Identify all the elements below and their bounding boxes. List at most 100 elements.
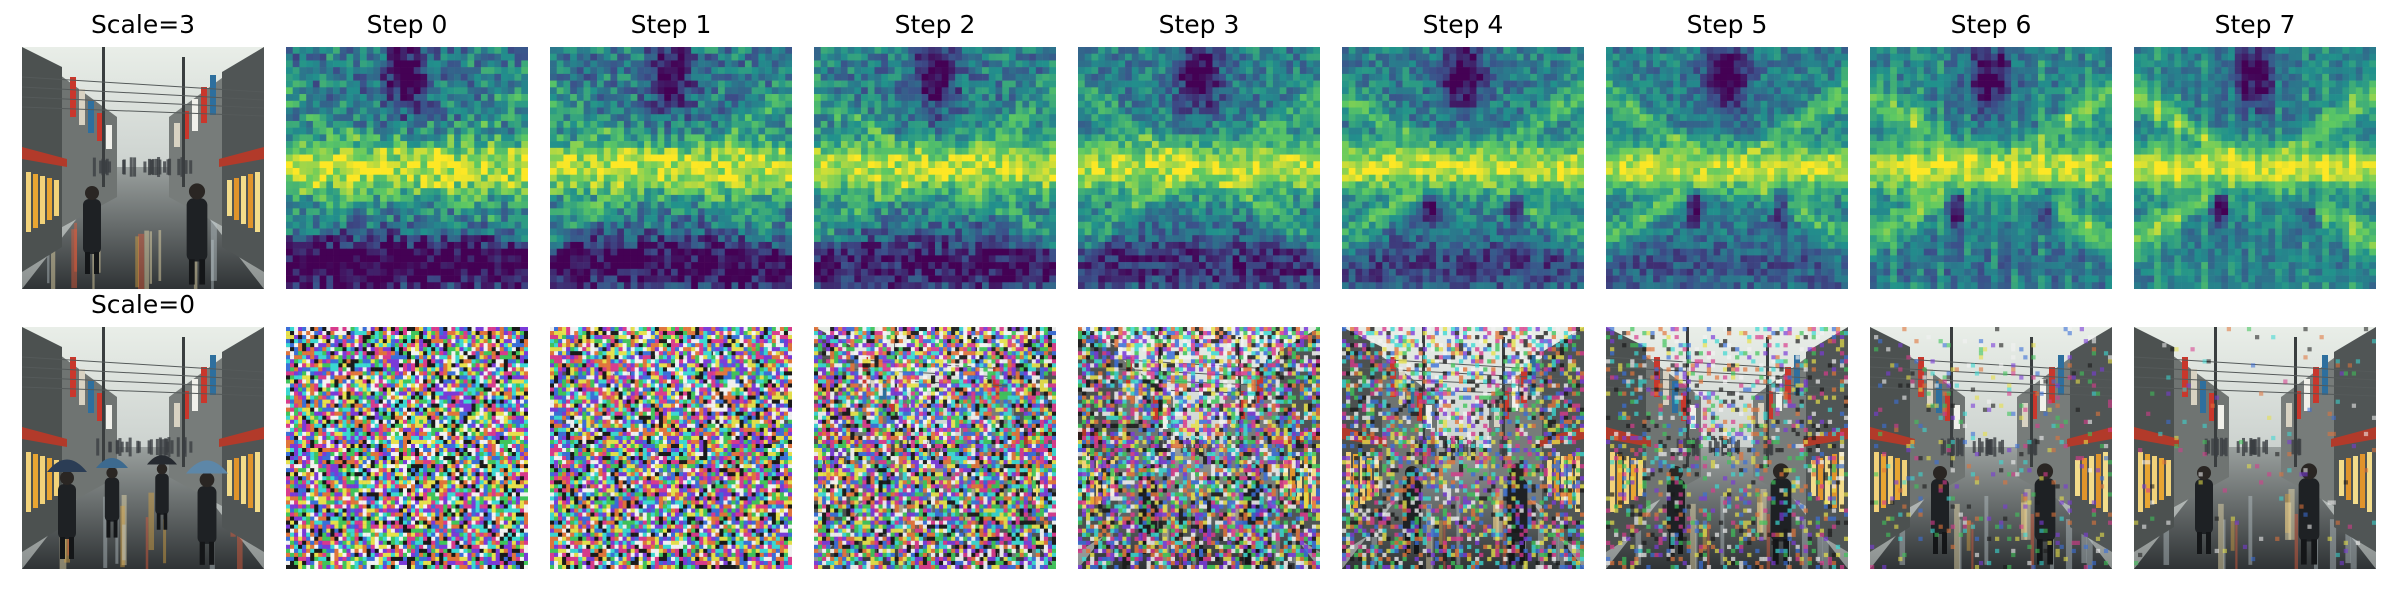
heatmap-cell bbox=[751, 161, 759, 169]
heatmap-cell bbox=[556, 228, 564, 236]
heatmap-cell bbox=[935, 80, 943, 88]
heatmap-cell bbox=[447, 80, 455, 88]
heatmap-cell bbox=[460, 73, 468, 81]
heatmap-cell bbox=[467, 94, 475, 102]
heatmap-cell bbox=[704, 268, 712, 276]
heatmap-cell bbox=[988, 241, 996, 249]
heatmap-cell bbox=[814, 107, 822, 115]
heatmap-cell bbox=[731, 127, 739, 135]
heatmap-cell bbox=[521, 141, 528, 149]
heatmap-cell bbox=[1272, 73, 1280, 81]
heatmap-cell bbox=[637, 174, 645, 182]
heatmap-cell bbox=[718, 107, 726, 115]
heatmap-cell bbox=[785, 221, 792, 229]
heatmap-cell bbox=[623, 194, 631, 202]
heatmap-cell bbox=[731, 168, 739, 176]
heatmap-cell bbox=[1049, 235, 1056, 243]
heatmap-cell bbox=[1008, 201, 1016, 209]
heatmap-cell bbox=[765, 268, 773, 276]
heatmap-cell bbox=[610, 248, 618, 256]
heatmap-cell bbox=[597, 67, 605, 75]
heatmap-cell bbox=[1299, 201, 1307, 209]
heatmap-cell bbox=[623, 188, 631, 196]
heatmap-cell bbox=[975, 154, 983, 162]
heatmap-cell bbox=[366, 241, 374, 249]
heatmap-cell bbox=[881, 127, 889, 135]
heatmap-cell bbox=[630, 94, 638, 102]
heatmap-cell bbox=[731, 94, 739, 102]
heatmap-cell bbox=[1042, 168, 1050, 176]
heatmap-cell bbox=[697, 262, 705, 270]
heatmap-cell bbox=[955, 120, 963, 128]
heatmap-cell bbox=[467, 248, 475, 256]
heatmap-cell bbox=[521, 53, 528, 61]
heatmap-cell bbox=[731, 181, 739, 189]
heatmap-cell bbox=[373, 80, 381, 88]
heatmap-cell bbox=[1185, 221, 1193, 229]
heatmap-cell bbox=[941, 181, 949, 189]
heatmap-cell bbox=[1165, 120, 1173, 128]
heatmap-cell bbox=[820, 94, 828, 102]
heatmap-cell bbox=[1049, 161, 1056, 169]
heatmap-cell bbox=[697, 141, 705, 149]
heatmap-cell bbox=[637, 282, 645, 289]
heatmap-cell bbox=[968, 107, 976, 115]
heatmap-cell bbox=[908, 275, 916, 283]
heatmap-cell bbox=[785, 255, 792, 263]
heatmap-cell bbox=[454, 73, 462, 81]
heatmap-cell bbox=[514, 73, 522, 81]
heatmap-cell bbox=[1098, 208, 1106, 216]
heatmap-cell bbox=[738, 228, 746, 236]
heatmap-cell bbox=[982, 201, 990, 209]
heatmap-cell bbox=[751, 67, 759, 75]
heatmap-cell bbox=[894, 208, 902, 216]
heatmap-cell bbox=[671, 134, 679, 142]
heatmap-cell bbox=[460, 201, 468, 209]
heatmap-cell bbox=[366, 215, 374, 223]
heatmap-cell bbox=[353, 228, 361, 236]
heatmap-cell bbox=[1205, 80, 1213, 88]
heatmap-cell bbox=[901, 147, 909, 155]
heatmap-cell bbox=[738, 255, 746, 263]
heatmap-cell bbox=[814, 181, 822, 189]
heatmap-cell bbox=[718, 228, 726, 236]
heatmap-cell bbox=[961, 282, 969, 289]
heatmap-cell bbox=[881, 134, 889, 142]
heatmap-cell bbox=[644, 107, 652, 115]
heatmap-cell bbox=[359, 87, 367, 95]
heatmap-cell bbox=[440, 262, 448, 270]
heatmap-cell bbox=[778, 194, 786, 202]
heatmap-cell bbox=[286, 215, 294, 223]
heatmap-cell bbox=[988, 134, 996, 142]
heatmap-cell bbox=[1035, 208, 1043, 216]
heatmap-cell bbox=[420, 201, 428, 209]
heatmap-cell bbox=[1252, 120, 1260, 128]
heatmap-cell bbox=[1205, 194, 1213, 202]
heatmap-cell bbox=[487, 255, 495, 263]
heatmap-cell bbox=[1178, 94, 1186, 102]
heatmap-cell bbox=[744, 127, 752, 135]
heatmap-cell bbox=[935, 141, 943, 149]
heatmap-cell bbox=[961, 188, 969, 196]
heatmap-cell bbox=[928, 141, 936, 149]
heatmap-cell bbox=[1015, 181, 1023, 189]
heatmap-cell bbox=[982, 248, 990, 256]
heatmap-cell bbox=[738, 60, 746, 68]
heatmap-cell bbox=[814, 134, 822, 142]
heatmap-cell bbox=[765, 147, 773, 155]
heatmap-cell bbox=[1293, 87, 1301, 95]
heatmap-cell bbox=[1299, 67, 1307, 75]
heatmap-cell bbox=[1002, 60, 1010, 68]
heatmap-cell bbox=[1022, 168, 1030, 176]
heatmap-cell bbox=[292, 94, 300, 102]
heatmap-cell bbox=[881, 73, 889, 81]
heatmap-cell bbox=[413, 262, 421, 270]
heatmap-cell bbox=[359, 208, 367, 216]
heatmap-cell bbox=[1246, 168, 1254, 176]
heatmap-cell bbox=[292, 73, 300, 81]
heatmap-cell bbox=[433, 255, 441, 263]
heatmap-cell bbox=[1219, 141, 1227, 149]
heatmap-cell bbox=[758, 134, 766, 142]
heatmap-cell bbox=[914, 100, 922, 108]
heatmap-cell bbox=[657, 262, 665, 270]
